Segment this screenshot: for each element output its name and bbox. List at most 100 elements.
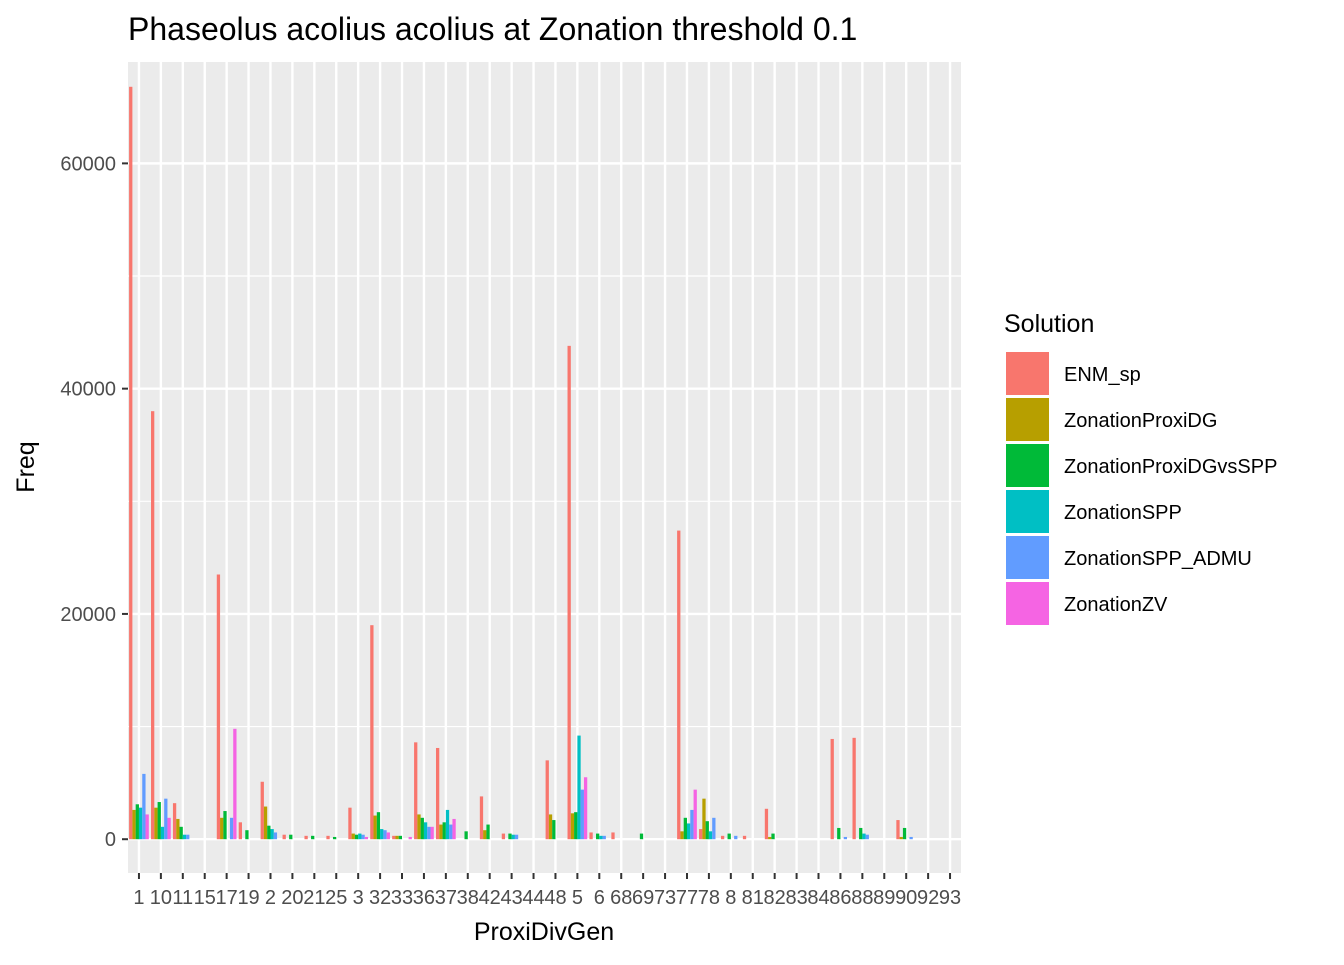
legend-key-ZonationZV [1006,582,1049,625]
bar-ENM_sp-20 [282,834,286,840]
y-axis: 0 20000 40000 60000 [60,153,128,851]
bar-ZonationSPP_ADMU-5 [580,789,584,840]
bar-ZonationSPP_ADMU-37 [449,824,453,840]
bar-ENM_sp-82 [764,808,769,840]
x-tick-label: 36 [413,887,435,909]
bar-ENM_sp-43 [501,833,506,840]
legend-label-ZonationSPP_ADMU: ZonationSPP_ADMU [1064,548,1252,570]
bar-ZonationProxiDGvsSPP-10 [157,802,161,840]
x-tick-label: 11 [172,887,193,909]
bar-ZonationSPP-11 [182,834,187,840]
bar-ZonationProxiDGvsSPP-37 [442,822,446,840]
y-tick-label: 60000 [60,153,116,175]
bar-ZonationProxiDGvsSPP-2 [267,825,271,840]
legend-label-ZonationZV: ZonationZV [1064,594,1168,616]
x-tick-label: 25 [325,887,347,909]
bar-ZonationProxiDG-5 [570,813,575,840]
legend-key-ZonationProxiDGvsSPP [1006,444,1049,487]
legend-label-ENM_sp: ENM_sp [1064,364,1141,386]
bar-ENM_sp-10 [151,411,155,840]
legend: ENM_sp ZonationProxiDG ZonationProxiDGvsSP… [1006,352,1277,625]
bar-ZonationZV-37 [452,818,456,840]
legend-label-ZonationProxiDG: ZonationProxiDG [1064,410,1217,432]
bar-ZonationSPP-88 [862,833,866,840]
bar-ZonationSPP-77 [686,823,691,840]
legend-title: Solution [1004,310,1094,338]
bar-ZonationSPP_ADMU-6 [602,835,606,840]
x-tick-label: 15 [194,887,216,909]
bar-ENM_sp-19 [238,822,242,840]
bar-ZonationZV-36 [430,826,434,840]
bar-ZonationSPP_ADMU-86 [843,836,848,840]
bar-ZonationSPP_ADMU-8 [734,835,738,840]
bar-ZonationSPP_ADMU-90 [909,836,913,840]
x-tick-label: 48 [544,887,566,909]
bar-ZonationSPP_ADMU-32 [383,830,387,840]
bar-ENM_sp-81 [742,835,747,840]
x-tick-label: 92 [917,887,939,909]
x-tick-label: 81 [742,887,764,909]
bar-ZonationProxiDGvsSPP-25 [332,836,337,840]
legend-label-ZonationSPP: ZonationSPP [1064,502,1182,524]
bar-ZonationProxiDG-78 [702,798,706,840]
x-tick-label: 6 [594,887,605,909]
bar-ZonationProxiDGvsSPP-33 [398,835,403,840]
bar-ZonationProxiDG-32 [373,815,377,840]
bar-ZonationSPP-6 [599,835,603,840]
x-tick-label: 83 [785,887,807,909]
x-tick-label: 21 [303,887,325,909]
bar-ZonationZV-17 [233,728,237,840]
bar-ZonationZV-77 [693,789,697,840]
bar-ZonationSPP_ADMU-88 [865,834,869,840]
bar-ENM_sp-25 [326,835,330,840]
x-tick-label: 88 [851,887,873,909]
legend-label-ZonationProxiDGvsSPP: ZonationProxiDGvsSPP [1064,456,1277,478]
bar-ZonationProxiDGvsSPP-78 [705,821,709,840]
bar-ZonationProxiDGvsSPP-8 [727,833,731,840]
bar-ZonationProxiDGvsSPP-48 [552,820,556,840]
legend-key-ZonationProxiDG [1006,398,1049,441]
bar-ZonationSPP-32 [380,829,384,840]
x-tick-label: 38 [457,887,479,909]
bar-ZonationProxiDGvsSPP-11 [179,826,183,840]
x-tick-label: 69 [632,887,654,909]
x-tick-label: 3 [353,887,364,909]
bar-ENM_sp-21 [304,835,308,840]
bar-ZonationProxiDGvsSPP-42 [486,824,490,840]
bar-ZonationProxiDGvsSPP-88 [859,827,863,840]
x-tick-label: 89 [873,887,895,909]
bar-ZonationSPP-5 [577,735,581,840]
bar-ZonationSPP_ADMU-78 [712,817,716,840]
bar-ZonationProxiDG-37 [439,824,443,840]
x-tick-label: 37 [435,887,457,909]
bar-ENM_sp-42 [479,796,484,840]
bar-ZonationSPP_ADMU-10 [164,798,168,840]
x-tick-label: 32 [369,887,391,909]
chart-title: Phaseolus acolius acolius at Zonation th… [128,11,857,47]
bar-ENM_sp-8 [720,835,725,840]
x-tick-label: 1 [133,887,144,909]
bar-ZonationZV-33 [408,836,412,840]
bars [129,86,913,840]
bar-ENM_sp-88 [852,737,856,840]
bar-ENM_sp-3 [348,807,352,840]
bar-ZonationProxiDGvsSPP-20 [289,834,293,840]
x-tick-label: 2 [265,887,276,909]
x-tick-label: 44 [522,887,544,909]
bar-ZonationZV-1 [145,814,149,840]
bar-ENM_sp-33 [392,835,396,840]
bar-ZonationProxiDGvsSPP-38 [464,831,468,840]
x-tick-label: 77 [676,887,698,909]
bar-ZonationProxiDGvsSPP-32 [376,812,381,840]
bar-ZonationProxiDG-3 [351,833,355,840]
x-tick-label: 86 [829,887,851,909]
y-axis-title: Freq [12,441,40,492]
bar-ZonationProxiDGvsSPP-5 [574,812,578,840]
bar-ZonationSPP_ADMU-17 [229,817,234,840]
bar-ENM_sp-5 [567,345,571,840]
bar-ZonationSPP-10 [160,826,165,840]
x-tick-label: 73 [654,887,676,909]
x-tick-label: 33 [391,887,413,909]
bar-ZonationProxiDG-36 [417,814,421,840]
